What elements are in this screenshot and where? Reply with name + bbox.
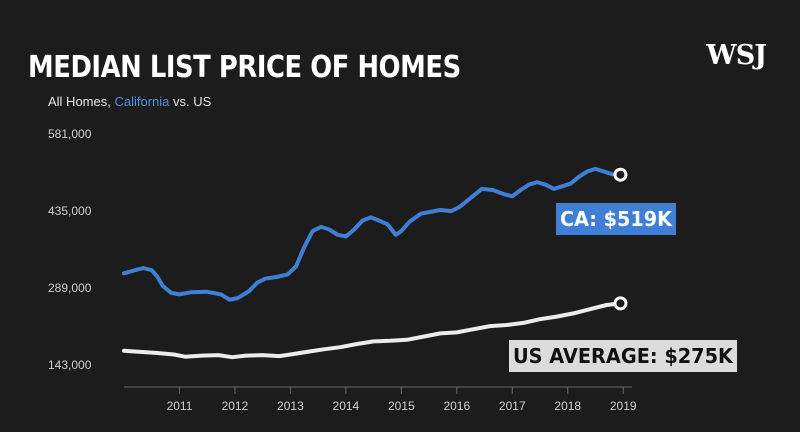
y-tick-label: 581,000 xyxy=(48,127,92,141)
chart-subtitle: All Homes, California vs. US xyxy=(48,94,211,109)
x-tick-label: 2014 xyxy=(333,399,360,413)
x-tick-label: 2018 xyxy=(554,399,581,413)
x-tick-label: 2015 xyxy=(388,399,415,413)
y-axis: 143,000 289,000 435,000 581,000 xyxy=(48,127,92,372)
series-end-marker-us xyxy=(613,296,628,311)
series-layer xyxy=(122,166,628,360)
x-tick-label: 2017 xyxy=(499,399,526,413)
x-tick-label: 2013 xyxy=(277,399,304,413)
ca-callout-box xyxy=(556,203,676,235)
us-callout-box xyxy=(509,340,737,372)
x-tick-label: 2019 xyxy=(610,399,637,413)
x-tick-label: 2016 xyxy=(443,399,470,413)
us-callout-text: US AVERAGE: $275K xyxy=(513,344,734,368)
wsj-logo: WSJ xyxy=(706,40,767,71)
x-axis: 2011 2012 2013 2014 2015 2016 2017 2018 2019 xyxy=(167,387,637,413)
series-line-us xyxy=(122,301,623,360)
x-tick-label: 2012 xyxy=(222,399,249,413)
series-end-marker-california xyxy=(613,167,628,182)
callouts: CA: $519K US AVERAGE: $275K xyxy=(509,203,737,372)
x-tick-label: 2011 xyxy=(167,399,193,413)
chart-title: MEDIAN LIST PRICE OF HOMES xyxy=(28,50,461,85)
y-tick-label: 435,000 xyxy=(48,204,92,218)
y-tick-label: 143,000 xyxy=(48,358,92,372)
subtitle-prefix: All Homes, xyxy=(48,94,115,109)
series-line-california xyxy=(122,166,623,302)
y-tick-label: 289,000 xyxy=(48,281,92,295)
subtitle-suffix: vs. US xyxy=(169,94,212,109)
subtitle-california: California xyxy=(114,94,170,109)
ca-callout-text: CA: $519K xyxy=(560,207,673,231)
